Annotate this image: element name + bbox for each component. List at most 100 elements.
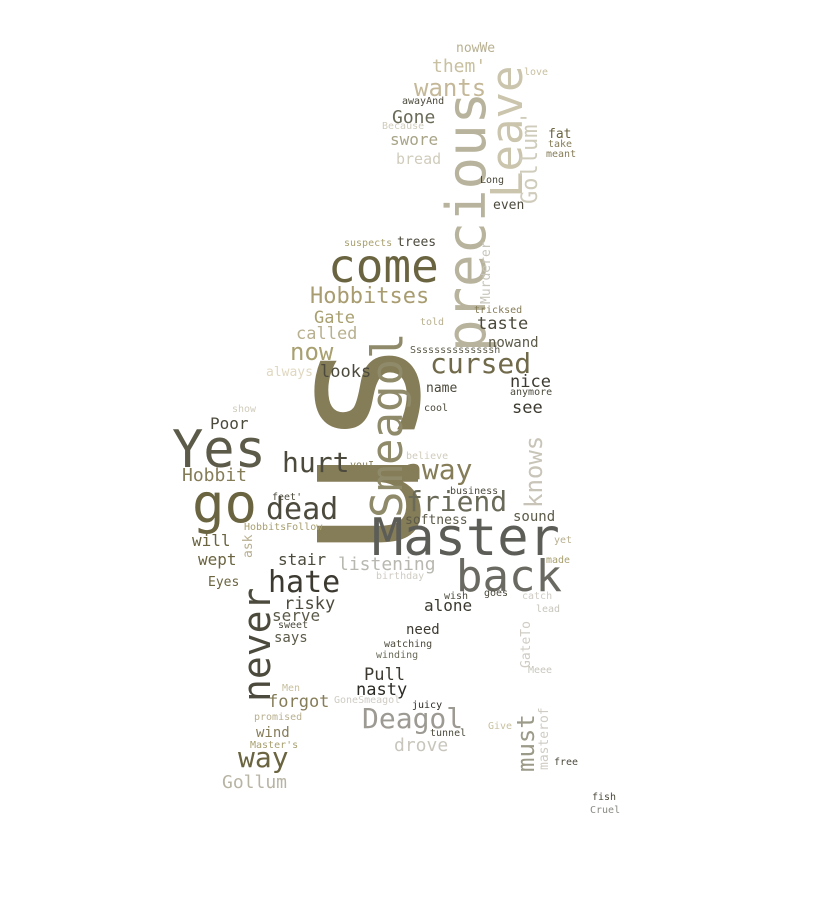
cloud-word: softness <box>405 513 468 528</box>
cloud-word: way <box>238 741 289 774</box>
cloud-word: back <box>456 551 562 602</box>
cloud-word: wants <box>414 74 487 102</box>
cloud-word: Because <box>382 121 425 132</box>
cloud-word: serve <box>272 606 321 625</box>
cloud-word: never <box>235 587 279 702</box>
cloud-word: Eyes <box>208 575 240 590</box>
cloud-word: Gone <box>392 107 436 128</box>
cloud-word: sweet <box>278 620 309 631</box>
cloud-word: away <box>405 453 473 486</box>
cloud-word: called <box>296 324 358 344</box>
cloud-word: hate <box>268 565 341 600</box>
cloud-word: hurt <box>282 446 350 479</box>
cloud-word: masterof <box>537 707 552 770</box>
cloud-word: Ssssssssssssssh <box>410 345 501 356</box>
cloud-word: Murderer <box>479 241 494 304</box>
cloud-word: Cruel <box>590 805 621 816</box>
cloud-word: even <box>493 198 525 213</box>
cloud-word: wish <box>444 591 469 602</box>
cloud-word: goes <box>484 588 509 599</box>
cloud-word: believe <box>406 451 449 462</box>
cloud-word: Men <box>282 683 301 694</box>
cloud-word: Yes <box>172 420 266 480</box>
cloud-word: youI <box>350 460 375 471</box>
cloud-word: juicy <box>412 700 443 711</box>
cloud-word: now <box>290 338 334 366</box>
cloud-word: see <box>512 398 543 418</box>
cloud-word: risky <box>284 594 336 614</box>
cloud-word: dead <box>266 492 339 527</box>
cloud-word: Pull <box>364 665 405 685</box>
cloud-word: Hobbitses <box>310 284 430 309</box>
cloud-word: Hobbit <box>182 465 248 486</box>
cloud-word: nasty <box>356 680 408 700</box>
cloud-word: friend <box>406 485 508 518</box>
cloud-word: cool <box>424 403 449 414</box>
cloud-word: fat <box>548 127 572 142</box>
cloud-word: looks <box>320 362 372 382</box>
cloud-word: Smeagol <box>362 332 413 518</box>
cloud-word: anymore <box>510 387 553 398</box>
cloud-word: tunnel <box>430 728 467 739</box>
cloud-word: drove <box>394 735 449 756</box>
cloud-word: listening <box>338 554 436 575</box>
cloud-word: Poor <box>210 414 249 433</box>
cloud-word: catch <box>522 591 553 602</box>
cloud-word: GoneSmeagol <box>334 695 401 706</box>
cloud-word: taste <box>477 314 529 334</box>
cloud-word: wind <box>256 725 290 741</box>
cloud-word: winding <box>376 650 419 661</box>
cloud-word: HobbitsFollow <box>244 522 323 533</box>
cloud-word: birthday <box>376 571 425 582</box>
cloud-word: nice <box>510 372 551 392</box>
cloud-word: Gollum <box>222 772 288 793</box>
cloud-word: alone <box>424 596 473 615</box>
cloud-word: take <box>548 139 573 150</box>
cloud-word: sound <box>513 509 556 525</box>
cloud-word: GateTo <box>519 621 534 668</box>
cloud-word: wept <box>198 550 237 569</box>
cloud-word: told <box>420 317 445 328</box>
cloud-word: awayAnd <box>402 96 445 107</box>
cloud-word: Master's <box>250 740 299 751</box>
cloud-word: come <box>328 239 439 293</box>
cloud-word: need <box>406 622 440 638</box>
cloud-word: business <box>450 486 499 497</box>
cloud-word: stair <box>278 550 327 569</box>
cloud-word: cursed <box>430 347 532 380</box>
cloud-word: must <box>512 714 540 772</box>
cloud-word: bread <box>396 150 442 168</box>
cloud-word: Give <box>488 721 513 732</box>
cloud-word: show <box>232 404 257 415</box>
cloud-word: Long <box>480 175 505 186</box>
cloud-word: them' <box>432 56 487 77</box>
cloud-word: forgot <box>268 692 330 712</box>
cloud-word: nowWe <box>456 41 496 56</box>
cloud-word: meant <box>546 149 577 160</box>
cloud-word: made <box>546 555 571 566</box>
cloud-word: free <box>554 757 579 768</box>
cloud-word: ask <box>241 534 256 558</box>
cloud-word: will <box>192 531 231 550</box>
cloud-word: promised <box>254 712 303 723</box>
cloud-word: tricksed <box>474 305 523 316</box>
cloud-word: watching <box>384 639 433 650</box>
cloud-word: yet <box>554 535 573 546</box>
cloud-word: lead <box>536 604 561 615</box>
cloud-word: Gate <box>314 308 355 328</box>
cloud-word: suspects <box>344 238 393 249</box>
cloud-word: fish <box>592 792 617 803</box>
cloud-word: knows <box>520 435 548 508</box>
cloud-word: nowand <box>488 335 539 351</box>
cloud-word: name <box>426 381 458 396</box>
cloud-word: swore <box>390 130 439 149</box>
cloud-word: Meee <box>528 665 553 676</box>
cloud-word: always <box>266 365 313 380</box>
cloud-word: Master <box>372 508 560 568</box>
cloud-word: says <box>274 630 308 646</box>
cloud-word: go <box>192 472 258 535</box>
cloud-word: Gollum' <box>518 111 543 204</box>
cloud-word: trees <box>397 235 437 250</box>
cloud-word: Deagol <box>362 702 464 735</box>
